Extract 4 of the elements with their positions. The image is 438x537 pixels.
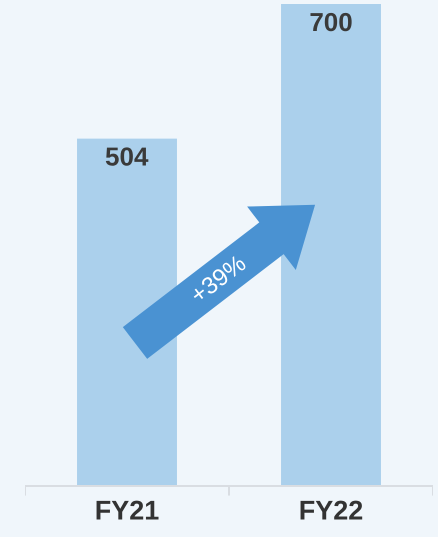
data-label: 504: [105, 142, 149, 172]
x-tick-label: FY21: [94, 495, 160, 526]
data-label: 700: [309, 7, 353, 37]
x-tick-label: FY22: [298, 495, 364, 526]
